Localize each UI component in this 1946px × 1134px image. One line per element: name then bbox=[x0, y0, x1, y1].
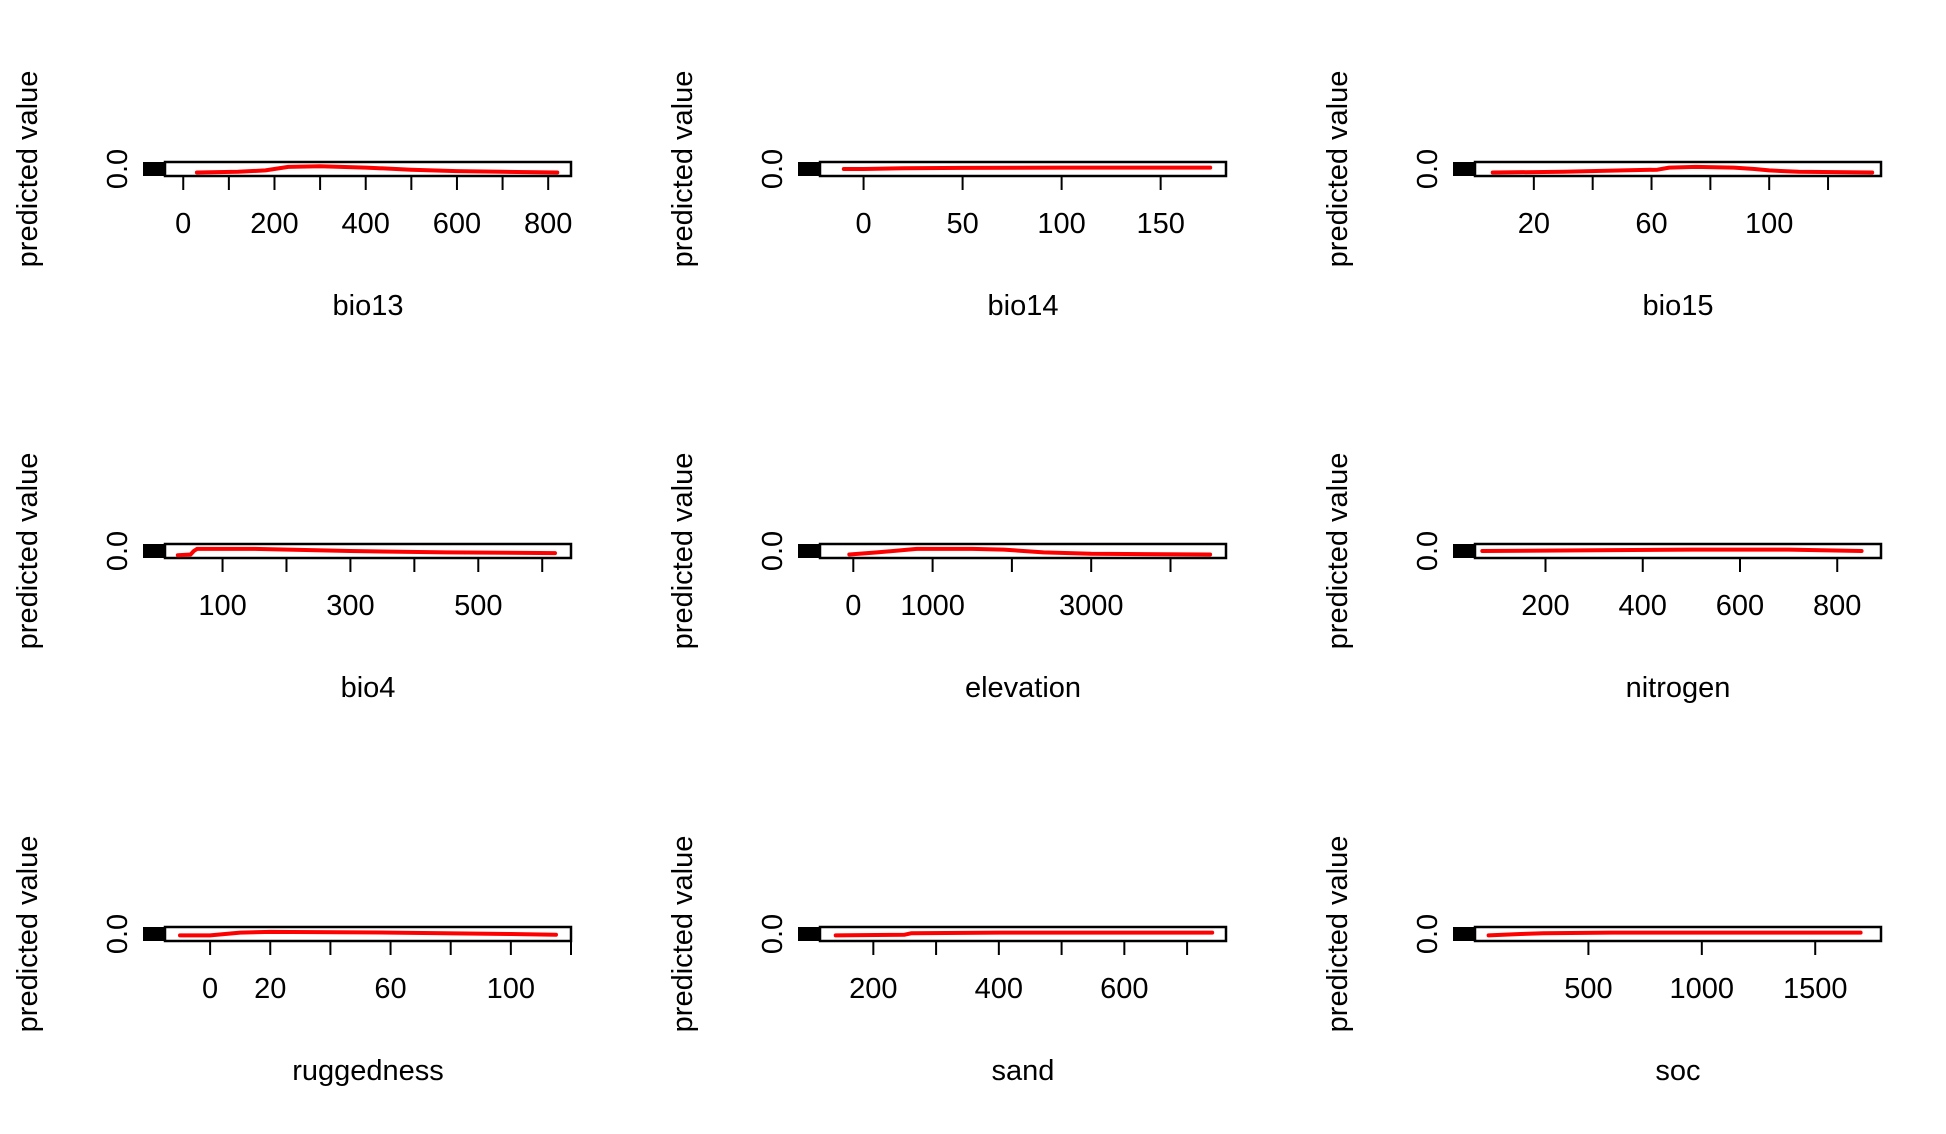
y-tick-label: 0.0 bbox=[102, 531, 134, 571]
x-tick-label: 500 bbox=[1564, 973, 1612, 1005]
y-tick-label: 0.0 bbox=[757, 149, 789, 189]
y-axis-ticks bbox=[1453, 544, 1475, 558]
response-curve bbox=[1486, 930, 1863, 938]
x-axis-title: elevation bbox=[965, 672, 1081, 704]
x-tick-label: 400 bbox=[975, 973, 1023, 1005]
y-axis-ticks bbox=[798, 162, 820, 176]
x-tick-label: 3000 bbox=[1059, 590, 1124, 622]
x-tick-label: 0 bbox=[202, 973, 218, 1005]
y-axis-ticks bbox=[143, 927, 165, 941]
y-axis-title: predicted value bbox=[1322, 453, 1354, 650]
y-tick-label: 0.0 bbox=[102, 149, 134, 189]
x-tick-label: 200 bbox=[1521, 590, 1569, 622]
x-tick-label: 50 bbox=[946, 208, 978, 240]
x-tick-label: 600 bbox=[433, 208, 481, 240]
x-tick-label: 200 bbox=[250, 208, 298, 240]
x-axis-title: bio14 bbox=[988, 290, 1059, 322]
x-axis-title: sand bbox=[992, 1055, 1055, 1087]
y-axis-ticks bbox=[143, 162, 165, 176]
response-curve bbox=[175, 546, 557, 558]
x-tick-label: 200 bbox=[849, 973, 897, 1005]
panel-bio14: 0.0 predicted value 0 50 100 150 bio14 bbox=[667, 71, 1228, 322]
response-curve bbox=[847, 546, 1213, 557]
x-axis-title: soc bbox=[1655, 1055, 1700, 1087]
x-tick-label: 60 bbox=[1635, 208, 1667, 240]
x-tick-label: 100 bbox=[1037, 208, 1085, 240]
y-tick-label: 0.0 bbox=[1412, 531, 1444, 571]
x-tick-label: 100 bbox=[198, 590, 246, 622]
response-curve bbox=[833, 930, 1215, 938]
response-curve bbox=[1480, 547, 1864, 553]
response-curve bbox=[194, 164, 560, 175]
x-tick-label: 60 bbox=[374, 973, 406, 1005]
y-tick-label: 0.0 bbox=[1412, 149, 1444, 189]
panel-soc: 0.0 predicted value 500 1000 1500 soc bbox=[1322, 836, 1883, 1087]
x-axis-title: bio13 bbox=[333, 290, 404, 322]
x-tick-label: 20 bbox=[1518, 208, 1550, 240]
x-tick-label: 0 bbox=[856, 208, 872, 240]
x-tick-label: 0 bbox=[845, 590, 861, 622]
x-tick-label: 1500 bbox=[1783, 973, 1848, 1005]
x-tick-label: 20 bbox=[254, 973, 286, 1005]
panel-ruggedness: 0.0 predicted value 0 20 60 100 ruggedness bbox=[12, 836, 573, 1087]
x-axis-title: nitrogen bbox=[1626, 672, 1731, 704]
x-tick-label: 0 bbox=[175, 208, 191, 240]
y-axis-title: predicted value bbox=[12, 836, 44, 1033]
response-curve bbox=[1490, 164, 1875, 175]
x-tick-label: 400 bbox=[1619, 590, 1667, 622]
panel-nitrogen: 0.0 predicted value 200 400 600 800 nitrogen bbox=[1322, 453, 1883, 704]
y-axis-title: predicted value bbox=[667, 71, 699, 268]
x-tick-label: 1000 bbox=[1670, 973, 1735, 1005]
x-tick-label: 600 bbox=[1716, 590, 1764, 622]
panel-bio15: 0.0 predicted value 20 60 100 bio15 bbox=[1322, 71, 1883, 322]
y-axis-title: predicted value bbox=[667, 453, 699, 650]
x-tick-label: 800 bbox=[1813, 590, 1861, 622]
y-axis-ticks bbox=[1453, 927, 1475, 941]
y-axis-title: predicted value bbox=[1322, 71, 1354, 268]
x-tick-label: 600 bbox=[1100, 973, 1148, 1005]
x-tick-label: 300 bbox=[326, 590, 374, 622]
y-tick-label: 0.0 bbox=[102, 914, 134, 954]
response-curve bbox=[178, 929, 558, 938]
x-axis-title: bio15 bbox=[1643, 290, 1714, 322]
panel-bio13: 0.0 predicted value 0 200 400 600 800 bio13 bbox=[12, 71, 572, 322]
y-axis-title: predicted value bbox=[1322, 836, 1354, 1033]
y-axis-title: predicted value bbox=[12, 71, 44, 268]
x-tick-label: 150 bbox=[1136, 208, 1184, 240]
panel-sand: 0.0 predicted value 200 400 600 sand bbox=[667, 836, 1228, 1087]
y-axis-ticks bbox=[1453, 162, 1475, 176]
x-axis-title: bio4 bbox=[341, 672, 396, 704]
x-tick-label: 100 bbox=[487, 973, 535, 1005]
y-axis-ticks bbox=[798, 544, 820, 558]
y-axis-title: predicted value bbox=[12, 453, 44, 650]
y-axis-ticks bbox=[143, 544, 165, 558]
x-tick-label: 800 bbox=[524, 208, 572, 240]
x-tick-label: 1000 bbox=[900, 590, 965, 622]
x-tick-label: 100 bbox=[1745, 208, 1793, 240]
y-tick-label: 0.0 bbox=[757, 914, 789, 954]
y-axis-title: predicted value bbox=[667, 836, 699, 1033]
y-tick-label: 0.0 bbox=[757, 531, 789, 571]
panel-elevation: 0.0 predicted value 0 1000 3000 elevation bbox=[667, 453, 1228, 704]
x-tick-label: 400 bbox=[342, 208, 390, 240]
y-tick-label: 0.0 bbox=[1412, 914, 1444, 954]
response-curve bbox=[841, 165, 1213, 171]
panel-bio4: 0.0 predicted value 100 300 500 bio4 bbox=[12, 453, 573, 704]
y-axis-ticks bbox=[798, 927, 820, 941]
x-tick-label: 500 bbox=[454, 590, 502, 622]
x-axis-title: ruggedness bbox=[292, 1055, 444, 1087]
